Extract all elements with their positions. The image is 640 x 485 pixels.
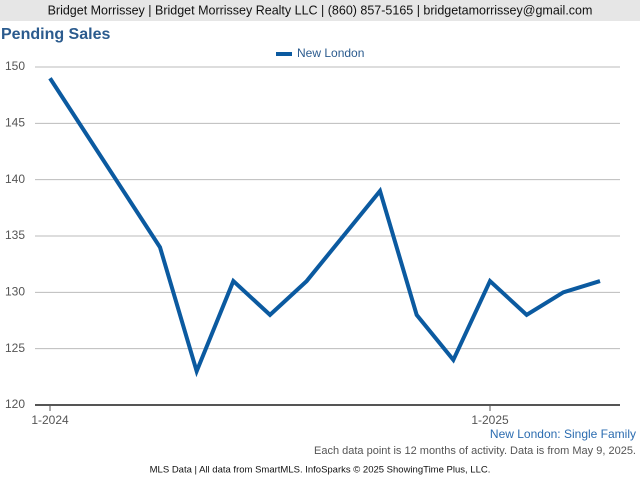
legend-label: New London bbox=[297, 46, 364, 60]
data-line bbox=[48, 77, 601, 378]
chart-title: Pending Sales bbox=[1, 26, 110, 43]
x-tick-label: 1-2024 bbox=[31, 413, 69, 427]
subtitle: New London: Single Family bbox=[490, 427, 636, 441]
x-tick-label: 1-2025 bbox=[471, 413, 509, 427]
y-tick-label: 140 bbox=[5, 172, 25, 186]
header-bar bbox=[0, 0, 640, 21]
y-tick-label: 135 bbox=[5, 228, 25, 242]
header-contact: Bridget Morrissey | Bridget Morrissey Re… bbox=[48, 3, 593, 17]
data-note: Each data point is 12 months of activity… bbox=[314, 445, 636, 457]
y-tick-label: 145 bbox=[5, 116, 25, 130]
footer: MLS Data | All data from SmartMLS. InfoS… bbox=[150, 465, 491, 476]
y-tick-label: 150 bbox=[5, 59, 25, 73]
y-tick-label: 120 bbox=[5, 397, 25, 411]
y-tick-label: 130 bbox=[5, 285, 25, 299]
y-tick-label: 125 bbox=[5, 341, 25, 355]
